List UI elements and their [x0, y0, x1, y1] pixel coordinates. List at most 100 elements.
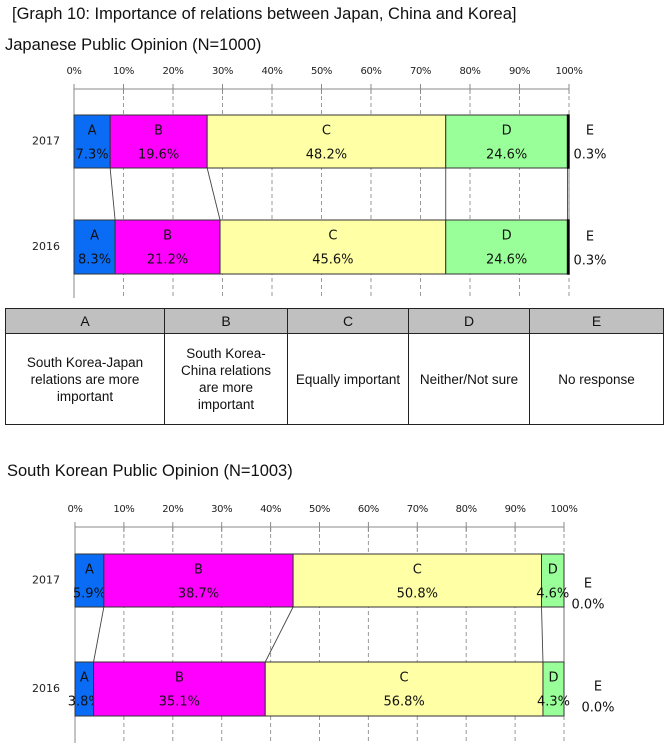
x-tick-label: 0%: [67, 504, 82, 515]
x-tick-label: 20%: [162, 66, 183, 77]
data-label: 35.1%: [159, 695, 200, 710]
data-label: 4.3%: [537, 695, 570, 710]
bar-segment-d: [445, 219, 569, 275]
legend-description-b: South Korea-China relations are more imp…: [164, 333, 288, 425]
data-label: 0.3%: [573, 254, 606, 269]
segment-name-label: E: [584, 577, 592, 592]
legend-header-d: D: [408, 307, 530, 335]
data-label: 0.0%: [581, 701, 614, 716]
segment-name-label: C: [322, 124, 331, 139]
segment-name-label: D: [502, 124, 512, 139]
segment-name-label: D: [548, 671, 558, 686]
legend-description-row: South Korea-Japan relations are more imp…: [5, 333, 664, 425]
x-tick-label: 30%: [211, 504, 232, 515]
segment-name-label: E: [586, 230, 594, 245]
bar-segment-c: [219, 219, 447, 275]
bar-segment-c: [206, 114, 447, 169]
data-label: 38.7%: [178, 587, 219, 602]
segment-name-label: B: [154, 124, 163, 139]
bar-segment-e: [566, 219, 570, 275]
data-label: 24.6%: [486, 148, 527, 163]
bar-segment-d: [542, 661, 565, 717]
x-tick-label: 40%: [260, 504, 281, 515]
bar-segment-d: [541, 553, 565, 608]
x-tick-label: 90%: [509, 66, 530, 77]
legend-header-c: C: [287, 307, 409, 335]
segment-name-label: B: [175, 671, 184, 686]
data-label: 50.8%: [397, 587, 438, 602]
x-tick-label: 90%: [505, 504, 526, 515]
data-label: 3.8%: [68, 695, 101, 710]
bar-segment-b: [93, 661, 266, 717]
x-tick-label: 60%: [360, 66, 381, 77]
japan-chart-title: Japanese Public Opinion (N=1000): [5, 36, 262, 54]
legend-header-a: A: [5, 307, 165, 335]
legend-description-d: Neither/Not sure: [408, 333, 530, 425]
legend-header-row: A B C D E: [5, 307, 664, 335]
x-tick-label: 20%: [162, 504, 183, 515]
bar-segment-e: [566, 114, 570, 169]
series-connector-line: [206, 167, 221, 221]
segment-name-label: B: [163, 229, 172, 244]
legend-description-e: No response: [529, 333, 664, 425]
segment-name-label: E: [586, 124, 594, 139]
segment-name-label: C: [413, 563, 422, 578]
x-tick-label: 100%: [556, 66, 583, 77]
bar-segment-a: [73, 114, 111, 169]
series-connector-line: [264, 606, 294, 663]
x-tick-label: 10%: [113, 66, 134, 77]
segment-name-label: A: [88, 124, 97, 139]
graph-title: [Graph 10: Importance of relations betwe…: [12, 5, 517, 23]
x-tick-label: 40%: [261, 66, 282, 77]
x-tick-label: 100%: [551, 504, 578, 515]
data-label: 7.3%: [76, 148, 109, 163]
segment-name-label: C: [328, 229, 337, 244]
legend-description-c: Equally important: [287, 333, 409, 425]
year-label: 2016: [32, 240, 60, 253]
bar-segment-b: [114, 219, 221, 275]
x-tick-label: 30%: [212, 66, 233, 77]
legend-header-b: B: [164, 307, 288, 335]
x-tick-label: 70%: [407, 504, 428, 515]
year-label: 2017: [32, 574, 60, 587]
data-label: 19.6%: [138, 148, 179, 163]
data-label: 5.9%: [73, 587, 106, 602]
series-connector-line: [109, 167, 116, 221]
year-label: 2017: [32, 135, 60, 148]
year-label: 2016: [32, 682, 60, 695]
x-tick-label: 50%: [309, 504, 330, 515]
bar-segment-c: [292, 553, 543, 608]
segment-name-label: D: [548, 563, 558, 578]
bar-segment-a: [74, 553, 105, 608]
data-label: 56.8%: [383, 695, 424, 710]
bar-segment-c: [264, 661, 544, 717]
series-connector-line: [93, 606, 105, 663]
data-label: 8.3%: [78, 253, 111, 268]
legend-description-a: South Korea-Japan relations are more imp…: [5, 333, 165, 425]
korea-chart-title: South Korean Public Opinion (N=1003): [7, 462, 293, 480]
data-label: 24.6%: [486, 253, 527, 268]
x-tick-label: 60%: [358, 504, 379, 515]
bar-segment-d: [445, 114, 569, 169]
x-tick-label: 70%: [410, 66, 431, 77]
bar-segment-a: [73, 219, 116, 275]
bar-segment-b: [103, 553, 294, 608]
segment-name-label: E: [594, 680, 602, 695]
segment-name-label: A: [85, 563, 94, 578]
segment-name-label: B: [194, 563, 203, 578]
x-tick-label: 80%: [456, 504, 477, 515]
x-tick-label: 80%: [459, 66, 480, 77]
legend-header-e: E: [529, 307, 664, 335]
legend-table: A B C D E South Korea-Japan relations ar…: [5, 307, 664, 425]
data-label: 45.6%: [312, 253, 353, 268]
segment-name-label: D: [502, 229, 512, 244]
data-label: 0.3%: [573, 148, 606, 163]
segment-name-label: C: [400, 671, 409, 686]
x-tick-label: 10%: [113, 504, 134, 515]
data-label: 4.6%: [536, 587, 569, 602]
series-connector-line: [541, 606, 544, 663]
x-tick-label: 50%: [311, 66, 332, 77]
data-label: 21.2%: [147, 253, 188, 268]
